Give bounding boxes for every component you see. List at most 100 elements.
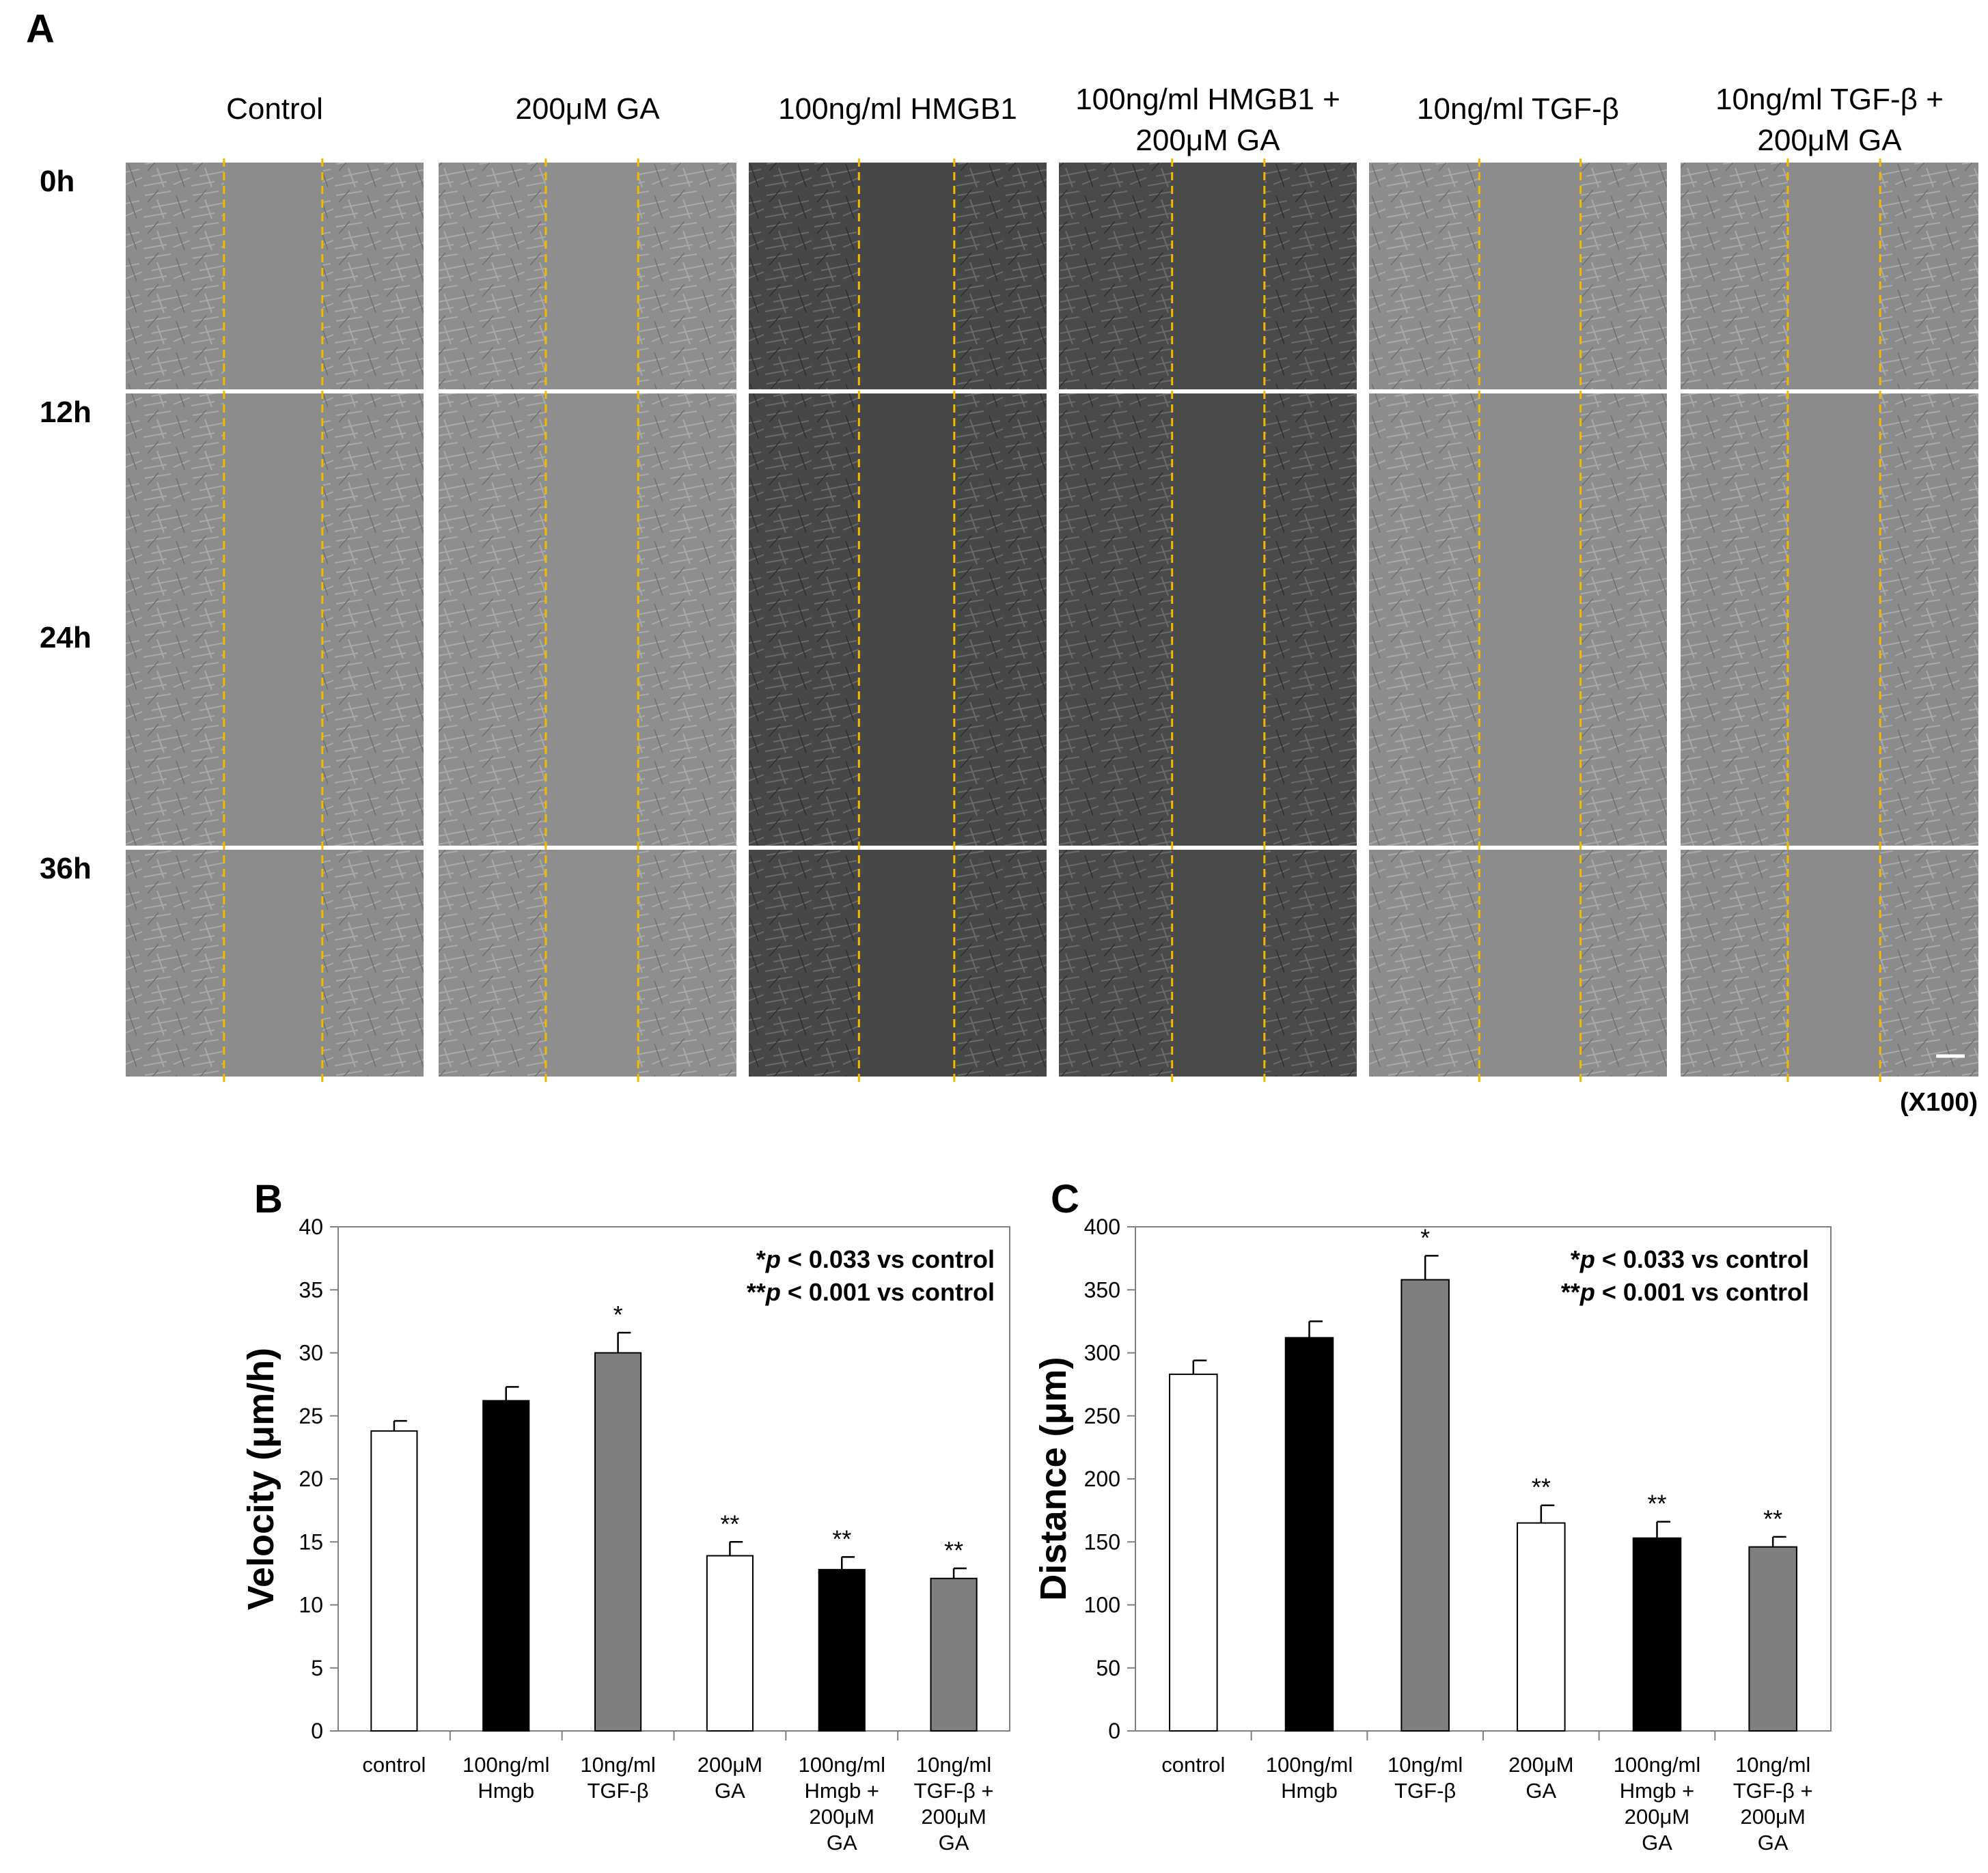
cell-texture-right (954, 163, 1047, 389)
category-label: 200μM (1508, 1753, 1573, 1777)
category-label: 200μM (1740, 1805, 1805, 1829)
note-asterisks: * (756, 1245, 766, 1273)
bar (1169, 1373, 1218, 1732)
note-asterisks: ** (1561, 1278, 1580, 1306)
y-tick-label: 350 (1084, 1277, 1120, 1302)
significance-marker: * (613, 1301, 623, 1329)
bar (482, 1400, 530, 1732)
category-label: GA (939, 1831, 969, 1855)
column-header: Control (226, 92, 323, 126)
bar (370, 1430, 418, 1732)
category-label: TGF-β + (914, 1779, 994, 1803)
cell-texture-left (126, 393, 224, 620)
note-text: < 0.001 vs control (781, 1278, 995, 1306)
cell-texture-right (322, 850, 424, 1077)
y-tick-label: 10 (299, 1593, 323, 1618)
category-label: 10ng/ml (1735, 1753, 1810, 1777)
panel-c-label: C (1051, 1177, 1079, 1221)
cell-texture-left (439, 850, 546, 1077)
cell-texture-left (1059, 850, 1172, 1077)
cell-texture-left (126, 163, 224, 389)
y-tick-label: 50 (1096, 1656, 1120, 1680)
y-tick-label: 40 (299, 1215, 323, 1239)
cell-texture-right (638, 393, 736, 620)
cell-texture-right (1580, 393, 1667, 620)
category-label: 10ng/ml (916, 1753, 991, 1777)
cell-texture-left (126, 850, 224, 1077)
bar (818, 1568, 866, 1732)
y-tick-label: 400 (1084, 1215, 1120, 1239)
significance-marker: * (1420, 1223, 1430, 1251)
y-tick-label: 15 (299, 1529, 323, 1554)
significance-marker: ** (944, 1536, 963, 1564)
cell-texture-left (439, 393, 546, 620)
category-label: 10ng/ml (1388, 1753, 1463, 1777)
category-label: control (1161, 1753, 1225, 1777)
cell-texture-right (1880, 393, 1978, 620)
category-label: GA (827, 1831, 857, 1855)
y-tick-label: 0 (311, 1719, 323, 1743)
category-label: 100ng/ml (1266, 1753, 1353, 1777)
note-asterisks: * (1571, 1245, 1580, 1273)
note-p: p (1579, 1278, 1595, 1306)
note-asterisks: ** (747, 1278, 766, 1306)
cell-texture-right (322, 619, 424, 846)
cell-texture-right (954, 619, 1047, 846)
cell-texture-left (749, 850, 859, 1077)
cell-texture-left (1681, 393, 1788, 620)
significance-note: *p < 0.033 vs control (1571, 1245, 1809, 1273)
category-label: 200μM (921, 1805, 986, 1829)
cell-texture-right (322, 163, 424, 389)
y-axis-label: Distance (μm) (1033, 1357, 1074, 1600)
y-tick-label: 300 (1084, 1341, 1120, 1365)
cell-texture-left (1681, 850, 1788, 1077)
cell-texture-left (749, 619, 859, 846)
category-label: Hmgb + (805, 1779, 879, 1803)
y-axis-label: Velocity (μm/h) (240, 1348, 281, 1610)
category-label: 100ng/ml (1614, 1753, 1701, 1777)
cell-texture-right (1580, 163, 1667, 389)
category-label: 200μM (698, 1753, 762, 1777)
note-text: < 0.033 vs control (1595, 1245, 1809, 1273)
row-header: 36h (40, 852, 92, 885)
panel-a-label: A (26, 7, 55, 51)
cell-texture-left (1059, 619, 1172, 846)
cell-texture-right (1580, 850, 1667, 1077)
bar (1632, 1537, 1682, 1732)
y-tick-label: 150 (1084, 1529, 1120, 1554)
bar (930, 1577, 978, 1732)
note-text: < 0.001 vs control (1595, 1278, 1809, 1306)
significance-marker: ** (1532, 1473, 1551, 1501)
significance-note: **p < 0.001 vs control (747, 1278, 995, 1306)
category-label: TGF-β (588, 1779, 649, 1803)
y-tick-label: 100 (1084, 1593, 1120, 1618)
column-header: 200μM GA (515, 92, 660, 126)
cell-texture-left (439, 619, 546, 846)
cell-texture-left (1059, 393, 1172, 620)
category-label: TGF-β + (1733, 1779, 1813, 1803)
cell-texture-right (1264, 850, 1357, 1077)
cell-texture-right (954, 393, 1047, 620)
cell-texture-right (1580, 619, 1667, 846)
column-header-line1: 10ng/ml TGF-β + (1715, 83, 1944, 116)
category-label: 100ng/ml (463, 1753, 550, 1777)
cell-texture-right (1264, 163, 1357, 389)
column-header-line2: 200μM GA (1757, 124, 1902, 157)
column-header-line2: 200μM GA (1135, 124, 1280, 157)
note-p: p (765, 1245, 781, 1273)
note-p: p (765, 1278, 781, 1306)
bar (1284, 1337, 1334, 1732)
cell-texture-left (749, 393, 859, 620)
row-header: 12h (40, 396, 92, 429)
cell-texture-left (1369, 619, 1480, 846)
column-header: 100ng/ml HMGB1 (778, 92, 1017, 126)
note-p: p (1579, 1245, 1595, 1273)
significance-marker: ** (1763, 1505, 1782, 1533)
cell-texture-right (1880, 850, 1978, 1077)
y-tick-label: 35 (299, 1277, 323, 1302)
cell-texture-left (1369, 850, 1480, 1077)
category-label: control (362, 1753, 426, 1777)
category-label: TGF-β (1394, 1779, 1456, 1803)
